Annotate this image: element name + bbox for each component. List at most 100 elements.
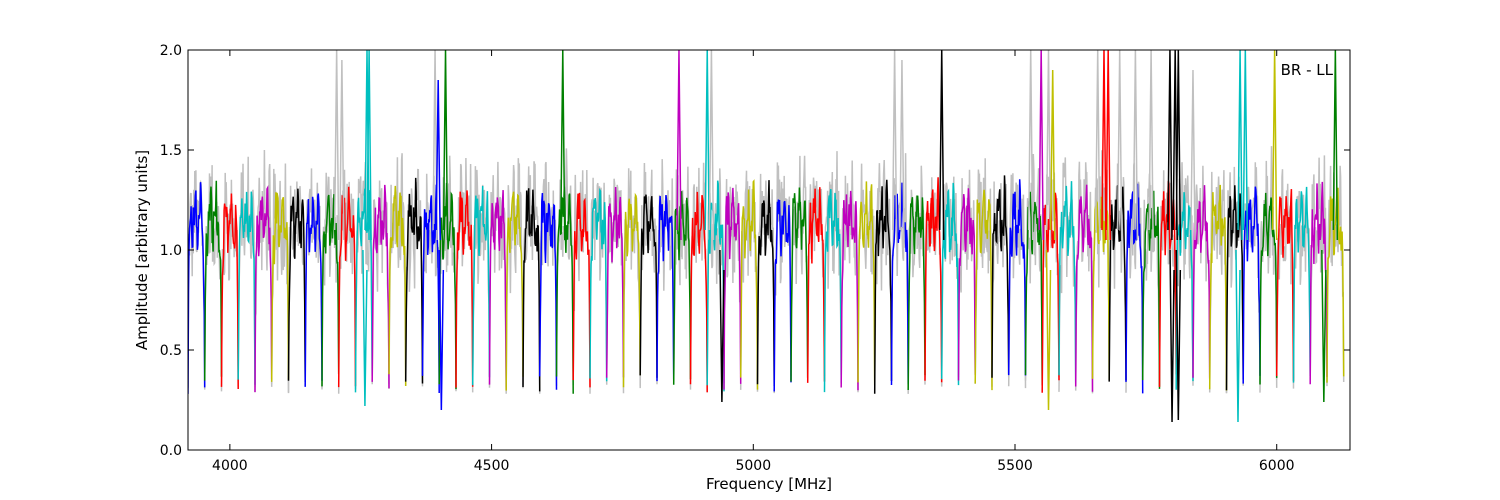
- channel-series-line: [1125, 183, 1144, 394]
- spike-mark: [1332, 50, 1339, 241]
- y-tick-label: 1.0: [160, 243, 182, 259]
- channel-series-line: [589, 187, 608, 382]
- spike-mark: [339, 59, 345, 241]
- background-series-line: [756, 173, 775, 388]
- spike-mark: [676, 50, 682, 241]
- background-series-line: [505, 158, 524, 387]
- channel-series-line: [622, 192, 641, 388]
- channel-series-line: [404, 177, 424, 384]
- y-axis-label: Amplitude [arbitrary units]: [133, 150, 151, 350]
- spike-mark: [1271, 50, 1278, 241]
- channel-series-line: [1259, 192, 1278, 385]
- dip-mark: [1045, 249, 1052, 411]
- channel-series-line: [790, 187, 809, 382]
- channel-series-line: [304, 193, 323, 387]
- spike-mark: [891, 50, 898, 241]
- channel-series-line: [287, 188, 306, 382]
- channel-series-line: [220, 193, 239, 390]
- channel-series-line: [823, 189, 842, 393]
- spike-mark: [1148, 50, 1154, 241]
- channel-series-line: [1141, 190, 1161, 389]
- channel-series-line: [471, 185, 491, 386]
- x-tick-label: 5000: [735, 458, 771, 474]
- channel-series-line: [1175, 192, 1194, 390]
- dip-mark: [1235, 249, 1241, 423]
- channel-series-line: [991, 175, 1010, 378]
- background-series-line: [538, 161, 558, 394]
- y-tick-label: 0.0: [160, 443, 182, 459]
- channel-series-line: [337, 186, 357, 388]
- channel-series-line: [873, 179, 893, 394]
- x-tick-label: 6000: [1259, 458, 1295, 474]
- channel-series-line: [739, 179, 759, 390]
- dip-mark: [1321, 249, 1327, 403]
- channel-series-line: [907, 195, 926, 391]
- spike-mark: [899, 59, 905, 241]
- spike-mark: [435, 79, 441, 241]
- spike-mark: [1237, 50, 1243, 241]
- channel-series-line: [371, 184, 390, 389]
- spike-mark: [1038, 50, 1044, 241]
- y-tick-label: 0.5: [160, 343, 182, 359]
- channel-series-line: [1208, 184, 1228, 391]
- channel-series-line: [1058, 181, 1077, 384]
- background-series-line: [1007, 173, 1027, 389]
- channel-series-line: [1275, 189, 1295, 382]
- channel-series-line: [857, 181, 876, 386]
- dip-mark: [719, 249, 725, 403]
- dip-mark: [362, 249, 368, 407]
- spike-mark: [1094, 50, 1101, 241]
- background-series-line: [455, 157, 474, 393]
- spike-mark: [1132, 50, 1139, 241]
- spike-mark: [1242, 50, 1249, 241]
- spike-mark: [366, 50, 372, 241]
- channel-series-line: [455, 190, 474, 388]
- channel-series-line: [1192, 185, 1211, 379]
- channel-series-line: [505, 191, 524, 391]
- channel-series-line: [572, 192, 591, 388]
- channel-series-line: [488, 190, 507, 390]
- channel-series-line: [388, 185, 407, 387]
- background-series-line: [672, 166, 692, 390]
- channel-series-line: [706, 180, 725, 392]
- spike-mark: [1175, 50, 1182, 241]
- channel-series-line: [1292, 186, 1311, 383]
- channel-series-line: [605, 186, 625, 378]
- channel-series-line: [1242, 186, 1261, 384]
- x-tick-label: 5500: [997, 458, 1033, 474]
- y-tick-label: 1.5: [160, 143, 182, 159]
- channel-series-line: [321, 194, 340, 387]
- channel-series-line: [924, 177, 943, 383]
- spike-mark: [442, 50, 449, 241]
- spike-mark: [938, 50, 945, 241]
- channel-series-line: [656, 194, 675, 382]
- channel-series-line: [773, 199, 792, 392]
- channel-series-line: [254, 185, 273, 393]
- dip-mark: [1169, 249, 1175, 423]
- spike-mark: [1101, 50, 1107, 241]
- spike-mark: [1105, 50, 1111, 241]
- y-tick-label: 2.0: [160, 43, 182, 59]
- spike-mark: [1049, 69, 1056, 241]
- dip-mark: [1175, 249, 1182, 421]
- background-series-line: [270, 163, 290, 394]
- x-tick-label: 4500: [474, 458, 510, 474]
- channel-series-line: [840, 190, 859, 391]
- spike-mark: [1167, 50, 1173, 241]
- channel-series-line: [756, 180, 775, 387]
- channel-series-line: [940, 182, 960, 386]
- channel-series-line: [1309, 181, 1328, 385]
- spike-mark: [1045, 50, 1052, 241]
- background-series-line: [823, 151, 842, 377]
- x-tick-label: 4000: [212, 458, 248, 474]
- spike-mark: [704, 50, 710, 241]
- channel-series-line: [723, 187, 742, 390]
- dip-mark: [438, 249, 445, 411]
- y-axis: 0.0 0.5 1.0 1.5 2.0: [160, 43, 1350, 459]
- x-axis-label: Frequency [MHz]: [706, 475, 832, 493]
- channel-series-line: [354, 188, 373, 393]
- channel-series-line: [689, 191, 708, 393]
- spike-mark: [1190, 69, 1196, 241]
- spike-mark: [1116, 50, 1123, 241]
